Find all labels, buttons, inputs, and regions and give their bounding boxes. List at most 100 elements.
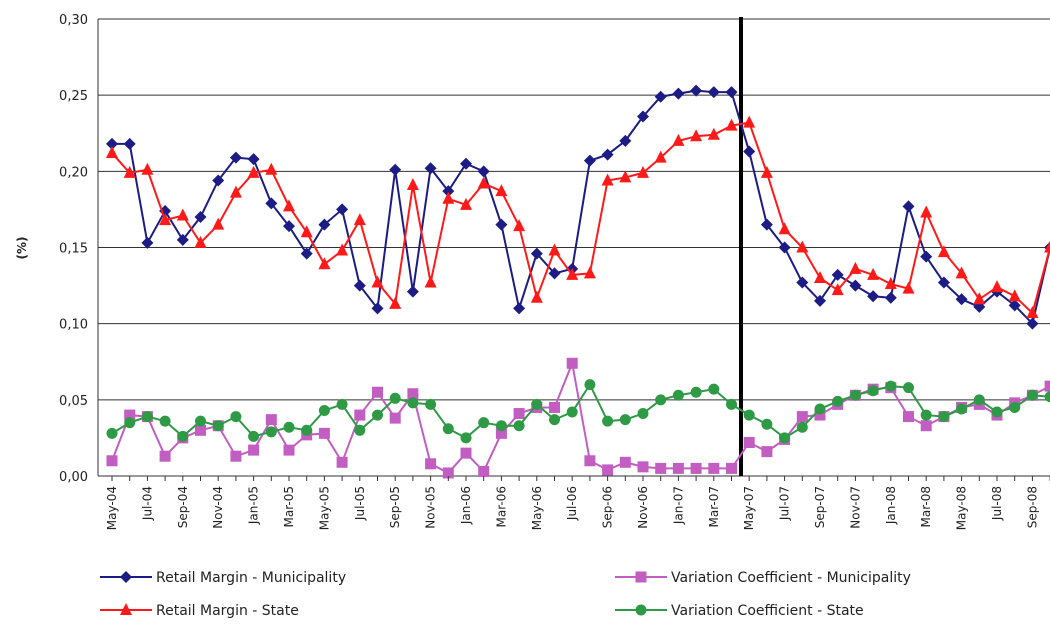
data-point (371, 275, 384, 288)
data-point (584, 455, 596, 467)
x-tick-label: Mar-05 (282, 486, 296, 527)
data-point (230, 411, 242, 423)
data-point (849, 261, 862, 274)
data-point (849, 389, 861, 401)
data-point (796, 240, 809, 253)
data-point (708, 462, 720, 474)
data-point (655, 462, 667, 474)
data-point (248, 444, 260, 456)
x-tick-label: Mar-06 (494, 486, 508, 527)
data-point (920, 205, 933, 218)
data-point (478, 465, 490, 477)
y-tick-label: 0,10 (59, 318, 88, 333)
data-point (778, 241, 791, 254)
data-point (265, 414, 277, 426)
y-tick-label: 0,05 (59, 394, 88, 409)
data-point (973, 292, 986, 305)
x-tick-label: Sep-07 (813, 486, 827, 528)
data-point (495, 218, 508, 231)
data-point (212, 217, 225, 230)
axes: 0,00 0,05 0,10 0,15 0,20 0,25 0,30 May-04 Jul-04… (59, 13, 1050, 530)
data-point (372, 386, 383, 398)
data-point (937, 276, 950, 289)
data-point (885, 380, 897, 392)
data-point (779, 432, 791, 444)
data-point (194, 211, 207, 224)
data-point (195, 424, 206, 436)
data-point (761, 418, 773, 430)
data-point (425, 458, 437, 470)
data-point (106, 427, 118, 439)
y-axis-label: (%) (15, 237, 29, 260)
data-point (247, 153, 260, 166)
data-point (176, 208, 189, 221)
data-point (725, 118, 738, 131)
data-point (832, 395, 844, 407)
data-point (212, 420, 224, 432)
data-point (902, 281, 915, 294)
series-line (112, 89, 1050, 326)
legend-marker (635, 604, 647, 616)
x-tick-label: Nov-06 (636, 486, 650, 529)
x-tick-label: Mar-07 (707, 486, 721, 527)
data-point (265, 197, 278, 210)
data-point (460, 157, 472, 170)
data-point (247, 165, 260, 178)
legend-label: Variation Coefficient - State (671, 603, 864, 619)
x-tick-label: Sep-08 (1025, 486, 1039, 528)
data-point (495, 427, 507, 439)
data-point (177, 430, 189, 442)
legend-marker (120, 603, 132, 615)
data-point (442, 185, 455, 198)
data-point (690, 84, 703, 97)
data-point (884, 291, 897, 304)
data-point (707, 86, 720, 99)
data-point (495, 420, 507, 432)
data-point (460, 447, 472, 459)
data-point (442, 423, 454, 435)
data-point (619, 414, 631, 426)
x-tick-label: Jan-05 (247, 486, 261, 525)
plot-area (106, 84, 1050, 479)
data-point (654, 90, 667, 103)
legend-marker (635, 571, 647, 583)
data-point (530, 290, 543, 303)
data-point (583, 154, 596, 167)
data-point (318, 427, 330, 439)
data-point (371, 302, 384, 315)
data-point (530, 247, 543, 260)
data-point (726, 398, 737, 410)
data-point (283, 421, 295, 433)
data-point (141, 162, 154, 175)
data-point (141, 411, 153, 423)
data-point (814, 270, 826, 283)
data-point (708, 383, 720, 395)
data-point (283, 444, 295, 456)
data-point (1044, 240, 1050, 253)
data-point (265, 426, 277, 438)
data-point (123, 137, 136, 150)
legend-label: Retail Margin - State (156, 603, 299, 619)
data-point (442, 191, 455, 204)
legend: Retail Margin - Municipality Retail Margi… (100, 570, 911, 619)
data-point (460, 432, 472, 444)
data-point (477, 176, 490, 189)
data-point (743, 409, 755, 421)
data-point (566, 406, 578, 418)
data-point (124, 409, 136, 421)
data-point (1008, 299, 1021, 312)
data-point (601, 148, 614, 161)
data-point (336, 243, 349, 256)
data-point (743, 115, 756, 128)
data-point (159, 213, 172, 226)
x-tick-label: Nov-04 (211, 486, 225, 529)
data-point (937, 245, 950, 258)
data-point (743, 436, 755, 448)
data-point (1026, 389, 1038, 401)
data-point (372, 409, 383, 421)
data-point (619, 170, 632, 183)
data-point (655, 394, 667, 406)
data-point (124, 417, 136, 429)
data-point (584, 379, 596, 391)
x-tick-label: Jan-06 (459, 486, 473, 525)
